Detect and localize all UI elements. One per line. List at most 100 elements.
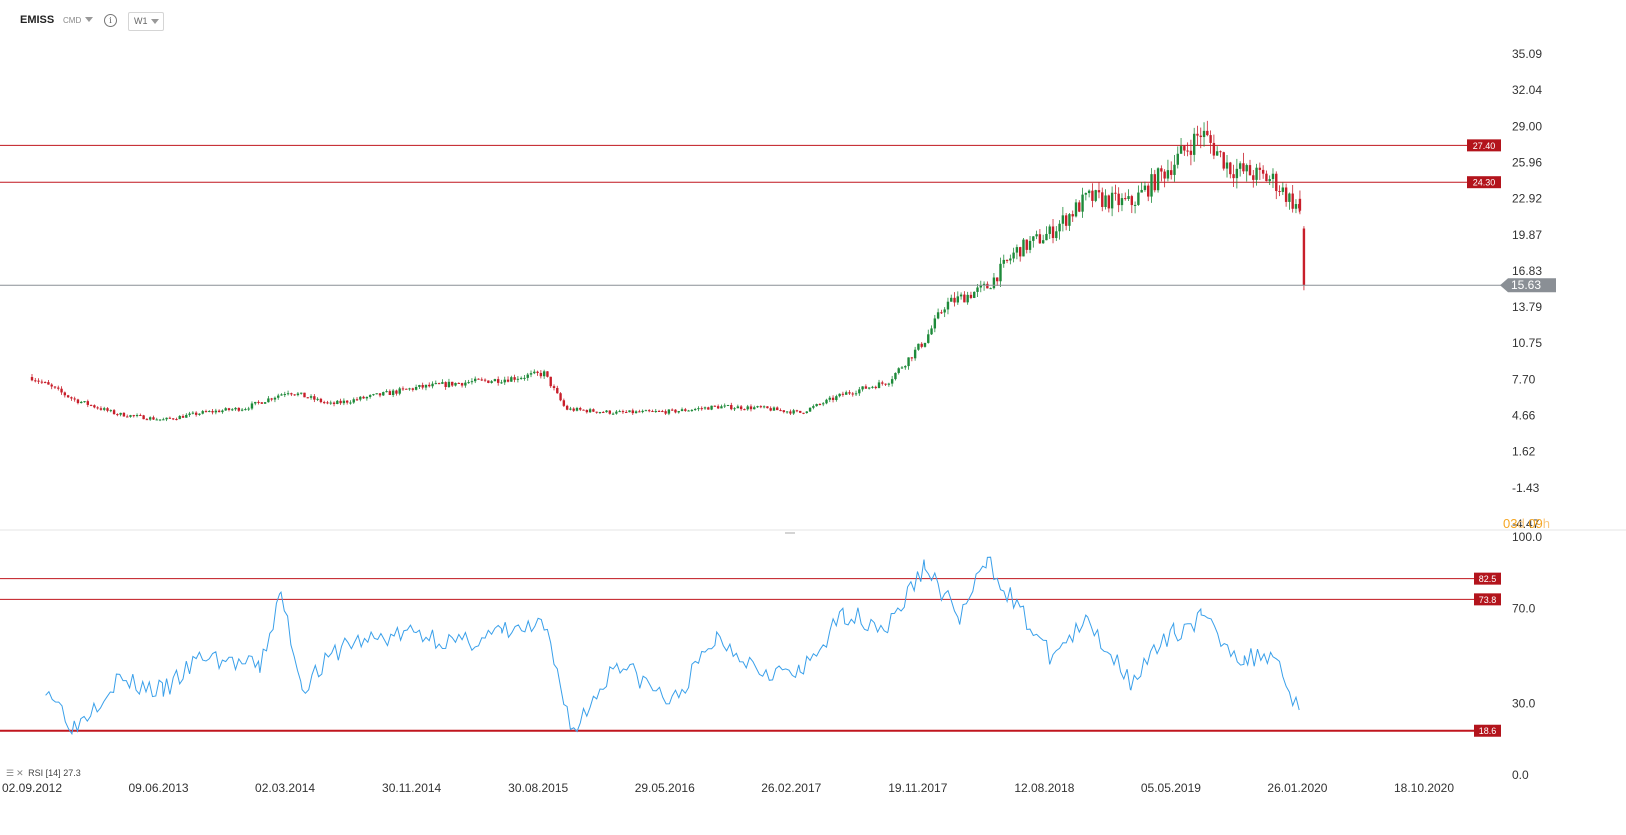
candle bbox=[546, 371, 549, 378]
candle bbox=[730, 402, 733, 411]
candle bbox=[1222, 151, 1225, 171]
candle bbox=[260, 401, 264, 404]
candle bbox=[1235, 158, 1239, 189]
rsi-level-badge bbox=[1474, 572, 1501, 585]
candle bbox=[109, 409, 112, 413]
timeframe-select[interactable]: W1 bbox=[128, 12, 164, 31]
price-axis-label: -4.47 bbox=[1512, 517, 1540, 531]
candle bbox=[894, 372, 897, 381]
candle bbox=[582, 409, 585, 411]
candle bbox=[1140, 182, 1143, 193]
candle bbox=[385, 389, 388, 393]
candle bbox=[368, 394, 372, 399]
candle bbox=[503, 376, 506, 385]
candle bbox=[1170, 161, 1173, 180]
candle bbox=[756, 405, 759, 409]
candle bbox=[815, 403, 818, 407]
candle bbox=[585, 409, 589, 414]
candle bbox=[1038, 229, 1042, 244]
candle bbox=[345, 400, 349, 405]
candle bbox=[1025, 239, 1028, 254]
candle bbox=[825, 398, 828, 405]
candle bbox=[359, 396, 362, 402]
candle bbox=[273, 396, 277, 403]
level-badge bbox=[1467, 176, 1501, 189]
candle bbox=[155, 417, 158, 421]
candle bbox=[1058, 220, 1061, 240]
candle bbox=[963, 291, 966, 303]
candle bbox=[930, 325, 933, 335]
candle bbox=[283, 391, 286, 398]
candle bbox=[339, 398, 342, 405]
candle bbox=[1048, 224, 1051, 239]
close-icon[interactable]: ✕ bbox=[16, 768, 24, 778]
date-axis-label: 02.09.2012 bbox=[2, 781, 62, 795]
candle bbox=[969, 291, 973, 300]
candle bbox=[1206, 120, 1209, 137]
candle bbox=[388, 389, 392, 396]
candle bbox=[73, 396, 76, 402]
candle bbox=[966, 291, 969, 305]
candle bbox=[684, 407, 687, 412]
candle bbox=[83, 401, 86, 403]
candle bbox=[1225, 154, 1229, 178]
candle bbox=[277, 393, 280, 400]
chevron-down-icon[interactable] bbox=[85, 17, 93, 22]
price-axis-label: 25.96 bbox=[1512, 155, 1542, 169]
candle bbox=[405, 388, 408, 390]
candle bbox=[57, 385, 60, 391]
candle bbox=[529, 370, 533, 378]
candle bbox=[188, 411, 191, 417]
rsi-levels: 82.5 73.8 18.6 bbox=[0, 572, 1501, 737]
candle bbox=[989, 287, 992, 290]
candle bbox=[96, 406, 99, 410]
rsi-level-badge bbox=[1474, 593, 1501, 606]
price-axis-label: 22.92 bbox=[1512, 192, 1542, 206]
candle bbox=[267, 396, 270, 403]
candle bbox=[142, 414, 145, 420]
candle bbox=[808, 407, 812, 413]
rsi-level-label: 73.8 bbox=[1479, 595, 1497, 605]
candle-countdown: 03d 09h bbox=[1503, 516, 1550, 531]
symbol-name[interactable]: EMISS bbox=[20, 14, 55, 26]
candle bbox=[710, 405, 713, 411]
candle bbox=[805, 411, 808, 414]
level-label: 24.30 bbox=[1473, 178, 1496, 188]
candle bbox=[844, 390, 848, 395]
candle bbox=[395, 389, 398, 396]
candle bbox=[677, 410, 680, 414]
info-icon[interactable]: i bbox=[104, 14, 117, 27]
candle bbox=[1041, 234, 1045, 244]
candle bbox=[927, 329, 930, 344]
candle bbox=[286, 390, 290, 396]
chevron-down-icon bbox=[151, 19, 159, 24]
candle bbox=[76, 398, 80, 405]
candle bbox=[342, 398, 346, 406]
candle bbox=[1215, 146, 1219, 156]
candle bbox=[707, 406, 710, 410]
candle bbox=[654, 408, 657, 413]
candle bbox=[145, 417, 149, 421]
candle bbox=[779, 408, 782, 412]
price-axis-label: -1.43 bbox=[1512, 481, 1540, 495]
candle bbox=[132, 414, 135, 418]
candle bbox=[592, 408, 595, 412]
candle bbox=[181, 414, 185, 418]
candle bbox=[1252, 169, 1255, 188]
candle bbox=[831, 395, 835, 403]
candle bbox=[1248, 159, 1252, 176]
current-price-badge bbox=[1500, 278, 1556, 293]
candle bbox=[792, 408, 795, 415]
candle bbox=[516, 376, 520, 383]
settings-icon[interactable]: ☰ bbox=[6, 768, 15, 778]
candle bbox=[657, 409, 661, 412]
rsi-name: RSI bbox=[28, 768, 44, 778]
rsi-legend[interactable]: ☰ ✕ RSI [14] 27.3 bbox=[6, 768, 81, 779]
candle bbox=[322, 400, 326, 405]
candle bbox=[1133, 201, 1137, 214]
date-axis-label: 30.11.2014 bbox=[382, 781, 441, 795]
candle bbox=[976, 283, 979, 297]
candle bbox=[858, 386, 861, 396]
candle bbox=[1163, 169, 1166, 188]
